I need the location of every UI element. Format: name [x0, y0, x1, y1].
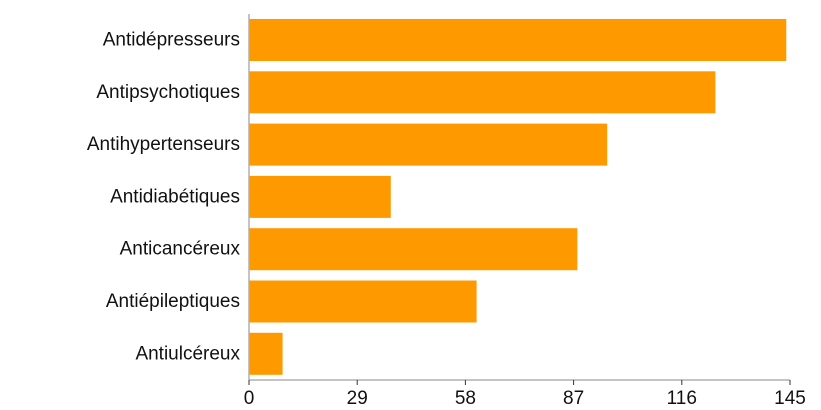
bar [249, 175, 391, 218]
category-label: Antipsychotiques [96, 82, 240, 103]
bar [249, 280, 477, 323]
x-tick-label: 87 [563, 388, 584, 409]
category-label: Antiulcéreux [135, 343, 240, 364]
x-tick-label: 145 [774, 388, 806, 409]
category-label: Antiépileptiques [106, 291, 240, 312]
x-tick-label: 29 [347, 388, 368, 409]
category-label: Antihypertenseurs [87, 134, 240, 155]
x-ticks-group: 0 29 58 87 116 145 [244, 380, 806, 409]
x-tick-label: 58 [455, 388, 476, 409]
x-tick-label: 116 [667, 388, 697, 409]
category-label: Anticancéreux [120, 239, 241, 260]
bar [249, 19, 787, 61]
x-tick-label: 0 [244, 388, 255, 409]
bars-group [249, 19, 787, 375]
category-label: Antidiabétiques [110, 186, 240, 207]
category-labels-group: Antidépresseurs Antipsychotiques Antihyper… [87, 30, 241, 365]
bar [249, 123, 608, 166]
bar [249, 228, 578, 271]
bar [249, 71, 716, 114]
category-label: Antidépresseurs [103, 30, 240, 51]
bar [249, 332, 283, 375]
